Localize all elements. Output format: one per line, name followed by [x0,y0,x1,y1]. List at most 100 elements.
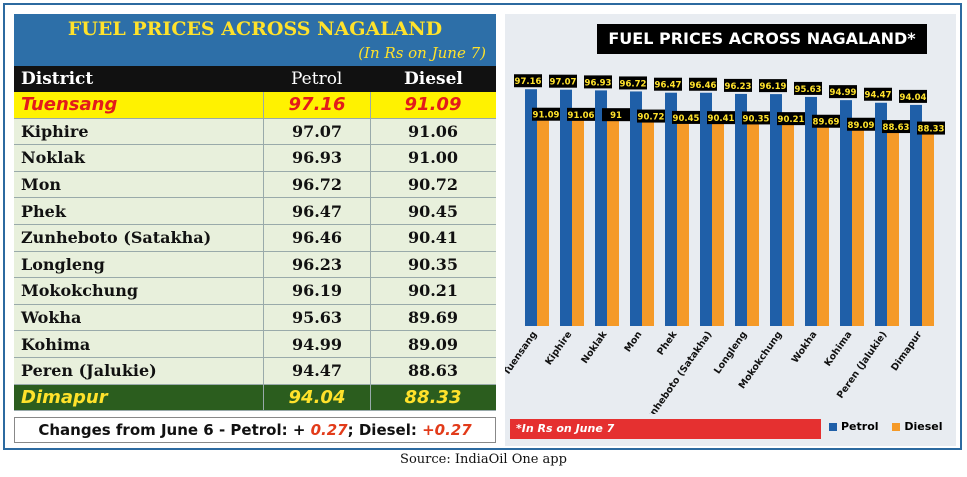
diesel-cell: 90.35 [407,254,459,274]
petrol-data-label: 96.19 [760,82,787,92]
district-cell: Dimapur [14,384,264,411]
petrol-cell: 94.04 [264,384,371,411]
table-header-band: FUEL PRICES ACROSS NAGALAND (In Rs on Ju… [14,14,496,66]
diesel-bar [747,123,759,326]
diesel-data-label: 91.06 [568,111,595,121]
petrol-bar [840,100,852,326]
petrol-cell: 96.47 [264,198,371,224]
petrol-bar [770,94,782,326]
legend-diesel: Diesel [892,420,943,433]
table-row: Kohima 94.99 89.09 [14,331,496,358]
diesel-bar [572,119,584,327]
table-row: Mokokchung 96.19 90.21 [14,278,496,305]
table-row: Wokha 95.63 89.69 [14,304,496,332]
diesel-cell: 90.72 [407,175,459,195]
category-label: Wokha [790,329,820,365]
table-row: Peren (Jalukie) 94.47 88.63 [14,357,496,385]
district-cell: Zunheboto (Satakha) [14,224,264,251]
diesel-bar [782,124,794,326]
diesel-data-label: 88.33 [918,125,945,135]
diesel-cell: 89.69 [407,308,459,328]
category-label: Kohima [822,329,854,368]
diesel-cell: 91.06 [407,121,459,141]
petrol-bar [875,102,887,326]
diesel-label-bg [917,121,945,135]
district-cell: Mon [14,171,264,198]
table-row: Phek 96.47 90.45 [14,198,496,225]
district-cell: Kohima [14,331,264,357]
chart-footnote: *In Rs on June 7 [510,419,821,439]
column-headers: District Petrol Diesel [14,66,496,92]
table-row: Kiphire 97.07 91.06 [14,118,496,146]
category-label: Mon [622,329,644,354]
petrol-cell: 95.63 [264,304,371,331]
diesel-data-label: 90.72 [638,113,665,123]
diesel-cell: 90.21 [407,281,459,301]
diesel-bar [607,120,619,326]
diesel-bar [817,126,829,327]
diesel-cell: 90.45 [407,201,459,221]
petrol-label-bg [514,74,542,88]
changes-prefix: Changes from June 6 - Petrol: + [38,421,311,439]
petrol-data-label: 95.63 [795,85,822,95]
legend-petrol-swatch [829,423,837,431]
header-diesel: Diesel [404,69,463,89]
petrol-data-label: 96.72 [620,79,647,89]
petrol-cell: 94.99 [264,331,371,357]
legend-diesel-label: Diesel [904,420,943,433]
petrol-bar [525,89,537,326]
category-label: Longleng [712,329,749,376]
petrol-bar [805,96,817,326]
table-subtitle: (In Rs on June 7) [358,44,486,62]
petrol-bar [910,104,922,327]
diesel-cell: 88.33 [404,386,462,408]
petrol-label-bg [794,81,822,95]
district-cell: Longleng [14,251,264,278]
diesel-cell: 88.63 [407,361,459,381]
diesel-data-label: 90.41 [708,114,735,124]
petrol-data-label: 94.47 [865,91,892,101]
diesel-bar [887,132,899,326]
petrol-label-bg [549,74,577,88]
diesel-data-label: 90.21 [778,115,805,125]
diesel-cell: 91.09 [404,94,462,116]
petrol-label-bg [829,85,857,99]
district-cell: Tuensang [14,92,264,118]
petrol-label-bg [724,78,752,92]
petrol-label-bg [759,79,787,93]
diesel-label-bg [532,107,560,121]
category-label: Kiphire [543,329,574,367]
table-row: Noklak 96.93 91.00 [14,145,496,172]
diesel-data-label: 90.45 [673,114,700,124]
district-cell: Phek [14,198,264,224]
chart-title: FUEL PRICES ACROSS NAGALAND* [597,24,927,54]
petrol-data-label: 96.47 [655,81,682,91]
outer-frame [3,3,962,450]
diesel-label-bg [637,109,665,123]
diesel-data-label: 91.09 [533,111,560,121]
petrol-cell: 96.46 [264,224,371,251]
petrol-cell: 94.47 [264,357,371,384]
source-credit: Source: IndiaOil One app [400,452,567,467]
category-label: Tuensang [505,329,539,377]
petrol-cell: 96.19 [264,278,371,304]
petrol-label-bg [584,75,612,89]
table-body: Tuensang 97.16 91.09 Kiphire 97.07 91.06 Nokla… [14,92,496,412]
legend-diesel-swatch [892,423,901,431]
diesel-data-label: 89.09 [848,121,875,131]
petrol-data-label: 96.93 [585,78,612,88]
category-label: Noklak [579,329,609,366]
petrol-label-bg [899,89,927,103]
diesel-label-bg [567,107,595,121]
diesel-bar [852,129,864,326]
category-label: Phek [655,329,680,358]
table-row: Dimapur 94.04 88.33 [14,384,496,412]
petrol-bar [630,91,642,326]
petrol-data-label: 94.99 [830,88,857,98]
diesel-bar [642,121,654,327]
diesel-bar [922,133,934,326]
petrol-data-label: 97.16 [515,77,542,87]
district-cell: Noklak [14,145,264,171]
petrol-bar [595,90,607,326]
diesel-bar [537,119,549,326]
